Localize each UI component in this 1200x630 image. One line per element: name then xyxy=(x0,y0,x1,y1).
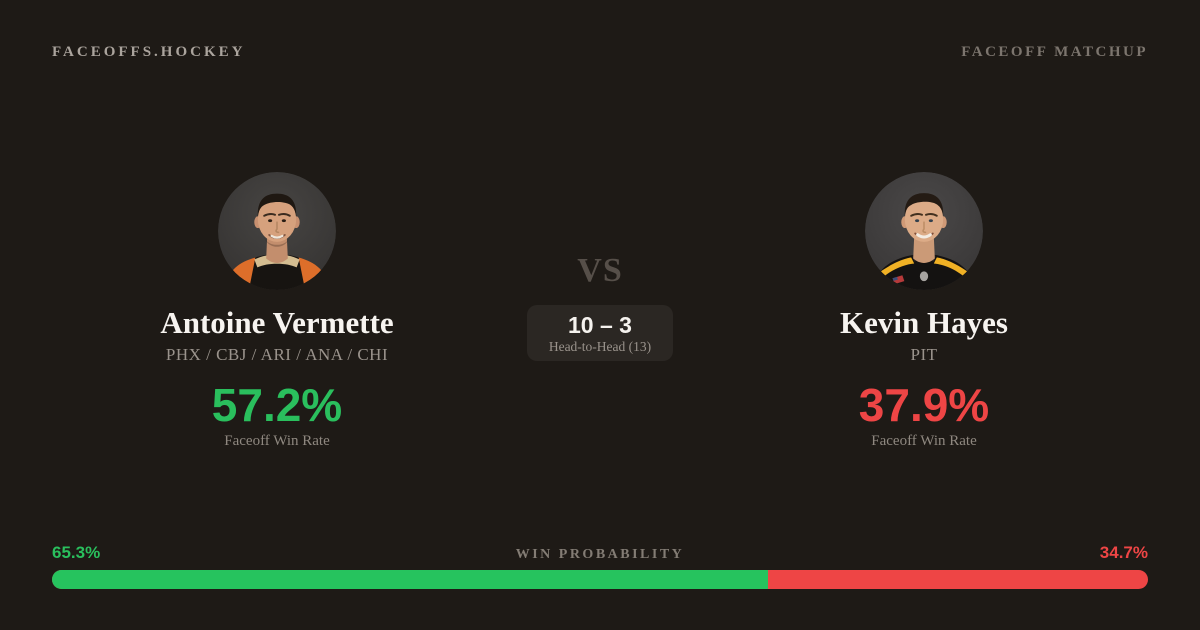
player-headshot-right-image xyxy=(865,172,983,290)
player-card-right: Kevin Hayes PIT 37.9% Faceoff Win Rate xyxy=(699,172,1149,450)
player-headshot-left-image xyxy=(218,172,336,290)
win-probability-bar-fill xyxy=(52,570,768,589)
win-rate-left: 57.2% xyxy=(211,379,343,431)
player-teams-left: PHX / CBJ / ARI / ANA / CHI xyxy=(165,345,389,364)
head-to-head-score: 10 – 3 xyxy=(568,312,632,338)
win-probability-title: WIN PROBABILITY xyxy=(515,547,685,562)
head-to-head-box: 10 – 3 Head-to-Head (13) xyxy=(527,305,673,361)
win-probability-labels: 65.3% WIN PROBABILITY 34.7% xyxy=(52,543,1148,563)
head-to-head-caption: Head-to-Head (13) xyxy=(548,339,652,354)
avatar xyxy=(218,172,336,290)
win-rate-right: 37.9% xyxy=(858,379,990,431)
page-title: FACEOFF MATCHUP xyxy=(961,44,1148,60)
player-teams-right: PIT xyxy=(910,345,938,364)
header: FACEOFFS.HOCKEY FACEOFF MATCHUP xyxy=(52,44,1148,61)
vs-label: VS xyxy=(577,252,623,289)
player-name-left: Antoine Vermette xyxy=(160,305,394,340)
win-probability-right-pct: 34.7% xyxy=(1099,543,1148,562)
win-rate-label-right: Faceoff Win Rate xyxy=(871,433,977,449)
win-probability-bar xyxy=(52,570,1148,589)
versus-section: VS 10 – 3 Head-to-Head (13) xyxy=(450,252,750,361)
brand-logo-text: FACEOFFS.HOCKEY xyxy=(52,44,246,60)
avatar xyxy=(865,172,983,290)
win-rate-label-left: Faceoff Win Rate xyxy=(224,433,330,449)
player-name-right: Kevin Hayes xyxy=(840,305,1008,340)
player-card-left: Antoine Vermette PHX / CBJ / ARI / ANA /… xyxy=(52,172,502,450)
win-probability-left-pct: 65.3% xyxy=(52,543,101,562)
